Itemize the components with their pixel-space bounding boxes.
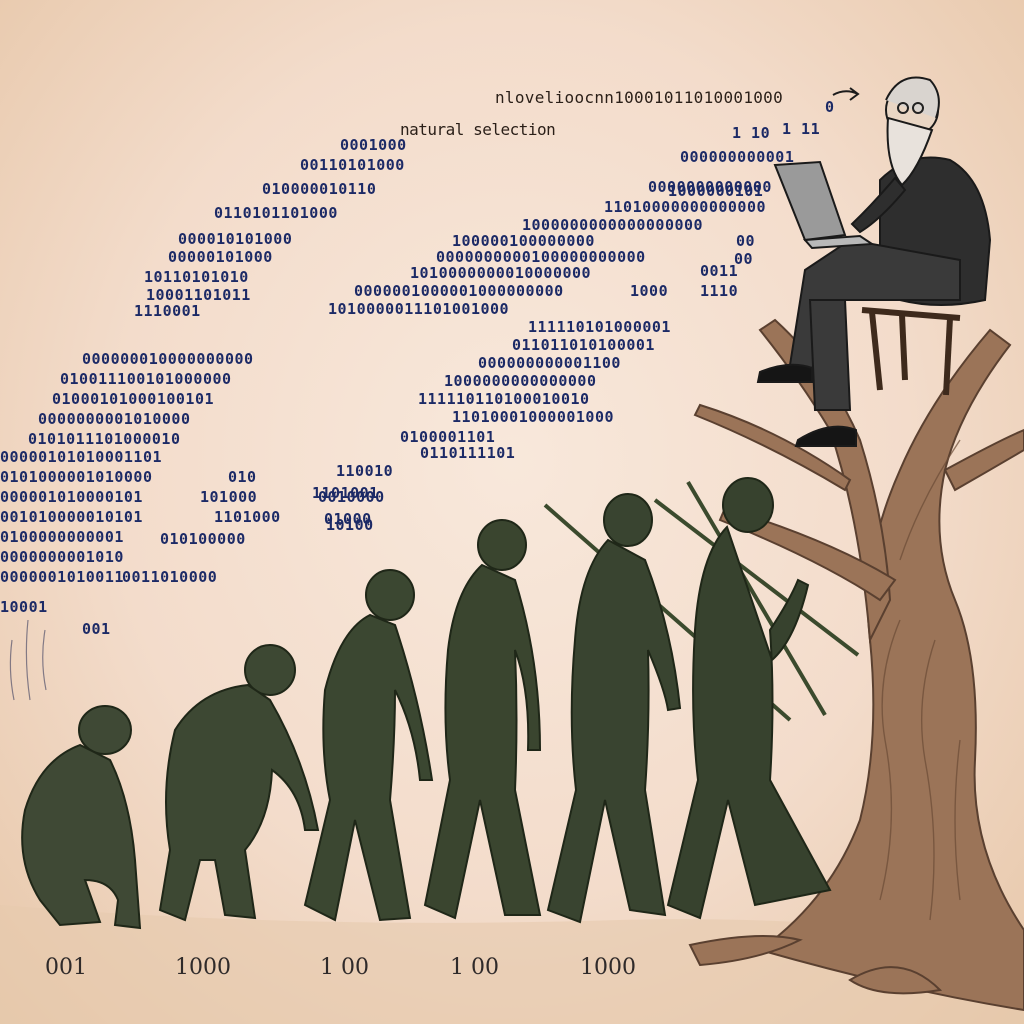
binary-line: 0000001010011 bbox=[0, 568, 124, 586]
binary-line: 010100000 bbox=[160, 530, 246, 548]
binary-line: 111110101000001 bbox=[528, 318, 671, 336]
binary-line: 100000100000000 bbox=[452, 232, 595, 250]
binary-line: 11010000000000000 bbox=[604, 198, 767, 216]
stool bbox=[861, 307, 961, 396]
binary-line: 0000000001010 bbox=[0, 548, 124, 566]
binary-line: 111110110100010010 bbox=[418, 390, 590, 408]
binary-line: 11010001000001000 bbox=[452, 408, 615, 426]
binary-line: 0110101101000 bbox=[214, 204, 338, 222]
tree bbox=[688, 318, 1024, 1012]
binary-line: 01000 bbox=[324, 510, 372, 528]
binary-line: 00 bbox=[736, 232, 756, 250]
binary-line: 001010000010101 bbox=[0, 508, 143, 526]
ground-shadow bbox=[0, 905, 1024, 1024]
binary-line: 0100001101 bbox=[400, 428, 496, 446]
tree-texture bbox=[879, 439, 961, 921]
bottom-label-1: 001 bbox=[45, 955, 87, 980]
binary-line: 1110001 bbox=[134, 302, 201, 320]
binary-line: 0000000001010000 bbox=[38, 410, 191, 428]
binary-line: 1 10 bbox=[732, 124, 771, 142]
binary-line: 1110 bbox=[700, 282, 739, 300]
binary-line: 0101000001010000 bbox=[0, 468, 153, 486]
binary-line: 0000000000000 bbox=[648, 178, 772, 196]
natural-selection-caption: natural selection bbox=[400, 120, 556, 139]
binary-line: 0 bbox=[825, 98, 835, 116]
seated-man bbox=[756, 76, 992, 447]
figure-2-ape bbox=[158, 644, 320, 922]
binary-line: 00000101010001101 bbox=[0, 448, 163, 466]
binary-line: 000001010000101 bbox=[0, 488, 143, 506]
figure-5-hominid bbox=[546, 493, 682, 924]
binary-line: 1010000011101001000 bbox=[328, 300, 510, 318]
binary-line: 00 bbox=[734, 250, 754, 268]
bottom-label-3: 1 00 bbox=[320, 955, 369, 980]
binary-line: 1 11 bbox=[782, 120, 821, 138]
binary-line: 010 bbox=[228, 468, 257, 486]
code-drips bbox=[9, 619, 47, 701]
binary-line: 001 bbox=[82, 620, 111, 638]
bottom-label-5: 1000 bbox=[580, 955, 636, 980]
binary-line: 0011 bbox=[700, 262, 739, 280]
binary-line: 0000000000100000000000 bbox=[436, 248, 646, 266]
binary-line: 1101001 bbox=[312, 484, 379, 502]
binary-line: 000000010000000000 bbox=[82, 350, 254, 368]
binary-line: 011011010100001 bbox=[512, 336, 655, 354]
binary-line: 101000 bbox=[200, 488, 258, 506]
binary-line: 01000101000100101 bbox=[52, 390, 215, 408]
binary-line: 0011010000 bbox=[122, 568, 218, 586]
binary-line: 010000010110 bbox=[262, 180, 377, 198]
binary-line: 1101000 bbox=[214, 508, 281, 526]
binary-line: 0000001000001000000000 bbox=[354, 282, 564, 300]
binary-line: 10100 bbox=[326, 516, 374, 534]
binary-line: 1000000101 bbox=[668, 182, 764, 200]
figure-3-hominid bbox=[303, 569, 434, 922]
binary-line: 000000000001 bbox=[680, 148, 795, 166]
binary-line: 00110101000 bbox=[300, 156, 405, 174]
binary-line: 000000000001100 bbox=[478, 354, 621, 372]
binary-line: 1010000000010000000 bbox=[410, 264, 592, 282]
binary-line: 110010 bbox=[336, 462, 394, 480]
figure-6-human bbox=[666, 477, 832, 920]
bottom-label-2: 1000 bbox=[175, 955, 231, 980]
binary-line: 10001101011 bbox=[146, 286, 251, 304]
binary-line: 000010101000 bbox=[178, 230, 293, 248]
top-caption: nlovelioocnn10001011010001000 bbox=[495, 88, 784, 107]
binary-line: 1000000000000000 bbox=[444, 372, 597, 390]
binary-line: 10110101010 bbox=[144, 268, 249, 286]
binary-line: 0010000 bbox=[318, 488, 385, 506]
binary-line: 10001 bbox=[0, 598, 48, 616]
binary-line: 1000 bbox=[630, 282, 669, 300]
binary-line: 1000000000000000000 bbox=[522, 216, 704, 234]
figure-1-ape bbox=[21, 705, 142, 930]
binary-line: 010011100101000000 bbox=[60, 370, 232, 388]
binary-line: 0100000000001 bbox=[0, 528, 124, 546]
bottom-label-4: 1 00 bbox=[450, 955, 499, 980]
binary-line: 00000101000 bbox=[168, 248, 273, 266]
binary-line: 0101011101000010 bbox=[28, 430, 181, 448]
figure-4-hominid bbox=[423, 519, 542, 920]
binary-line: 0001000 bbox=[340, 136, 407, 154]
arrow-mark bbox=[832, 87, 860, 101]
binary-line: 0110111101 bbox=[420, 444, 516, 462]
